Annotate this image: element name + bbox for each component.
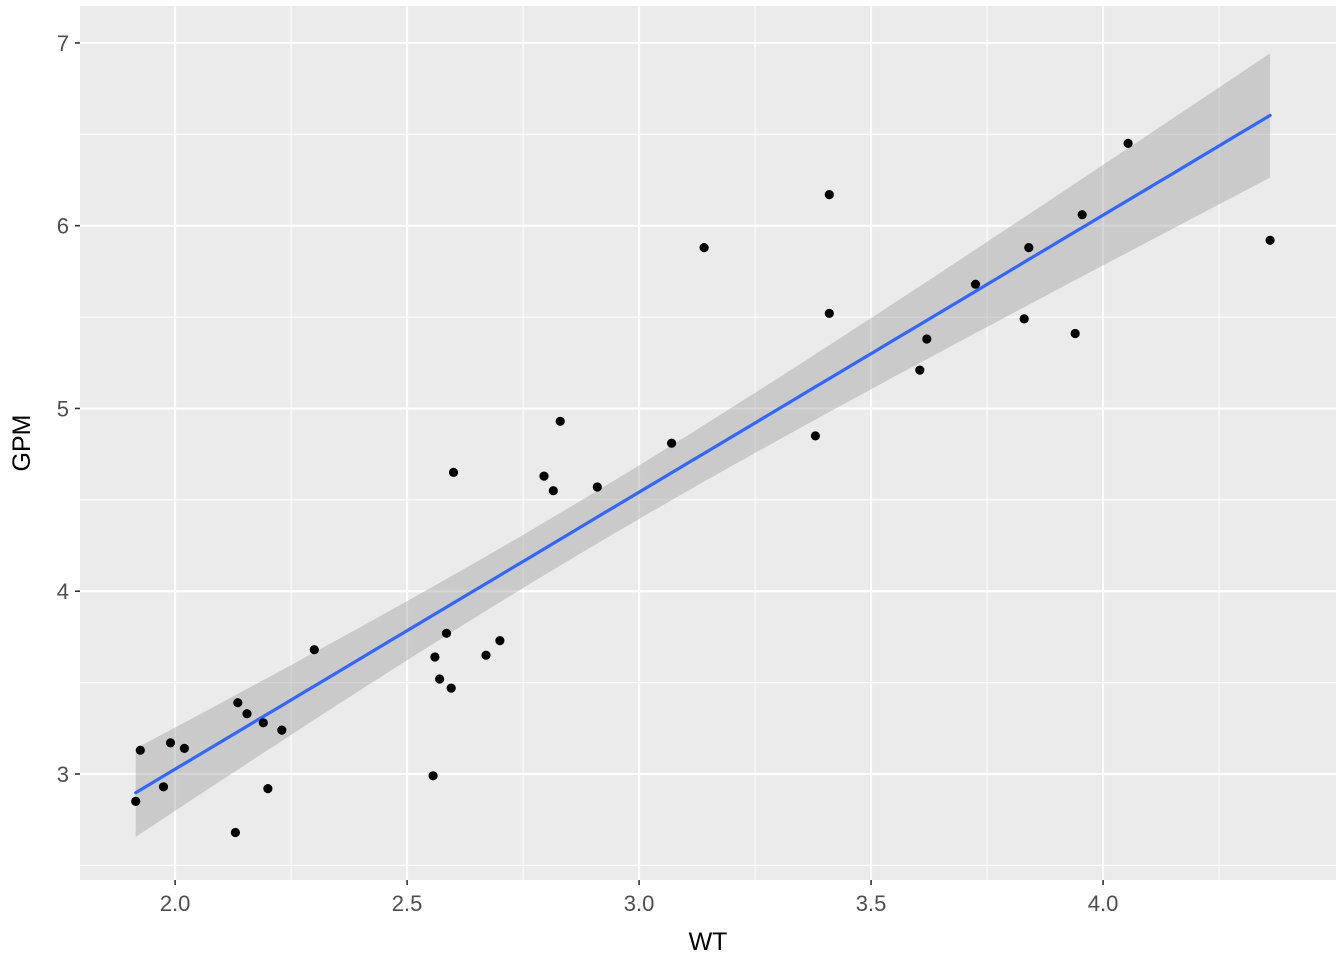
scatter-point (667, 438, 677, 448)
x-tick-label: 2.0 (160, 891, 191, 916)
scatter-point (441, 628, 452, 638)
x-tick-label: 3.0 (624, 891, 655, 916)
y-tick-label: 6 (57, 214, 69, 239)
scatter-point (810, 431, 821, 441)
scatter-point (263, 784, 273, 794)
scatter-point (430, 652, 440, 662)
regression-line (134, 113, 1272, 795)
y-tick-label: 4 (57, 579, 69, 604)
scatter-point (277, 725, 287, 735)
scatter-point (539, 471, 549, 481)
scatter-point (158, 782, 169, 792)
x-tick-label: 2.5 (392, 891, 423, 916)
scatter-point (915, 365, 925, 375)
scatter-point (233, 698, 243, 708)
scatter-point (555, 416, 565, 426)
scatter-point (1019, 314, 1029, 324)
panel-background (80, 6, 1336, 880)
plot-panel: 2.0 2.5 3.0 3.5 4.0 3 4 5 6 7 (57, 6, 1336, 916)
scatter-point (1024, 243, 1034, 253)
scatter-point (448, 467, 459, 477)
scatter-point (922, 334, 932, 344)
scatter-point (970, 279, 981, 289)
scatter-point (824, 308, 834, 318)
confidence-ribbon (135, 53, 1271, 837)
scatter-point (1265, 235, 1275, 245)
x-tick-label: 4.0 (1088, 891, 1119, 916)
scatter-point (481, 650, 491, 660)
x-axis-title: WT (689, 928, 728, 956)
scatter-point (1123, 138, 1133, 148)
scatter-point (258, 718, 268, 728)
y-tick-label: 7 (57, 31, 69, 56)
y-axis-title: GPM (8, 415, 36, 472)
scatter-point (435, 674, 445, 684)
scatter-point (592, 482, 602, 492)
x-tick-label: 3.5 (856, 891, 887, 916)
y-tick-label: 5 (57, 396, 69, 421)
scatter-point (230, 827, 240, 838)
scatter-point (131, 796, 141, 807)
scatter-point (428, 771, 438, 781)
scatter-point (548, 486, 558, 496)
scatter-point (242, 709, 252, 719)
smooth-layer (134, 53, 1272, 837)
scatter-point (495, 636, 505, 646)
scatter-point (1070, 328, 1080, 339)
scatter-point (699, 243, 709, 253)
y-tick-label: 3 (57, 762, 69, 787)
scatter-point (165, 738, 176, 748)
scatter-point (179, 743, 189, 754)
scatter-point (1077, 210, 1087, 220)
scatter-point (824, 190, 834, 200)
scatter-point (446, 683, 456, 693)
scatter-point (309, 645, 319, 655)
scatter-point (135, 745, 145, 755)
